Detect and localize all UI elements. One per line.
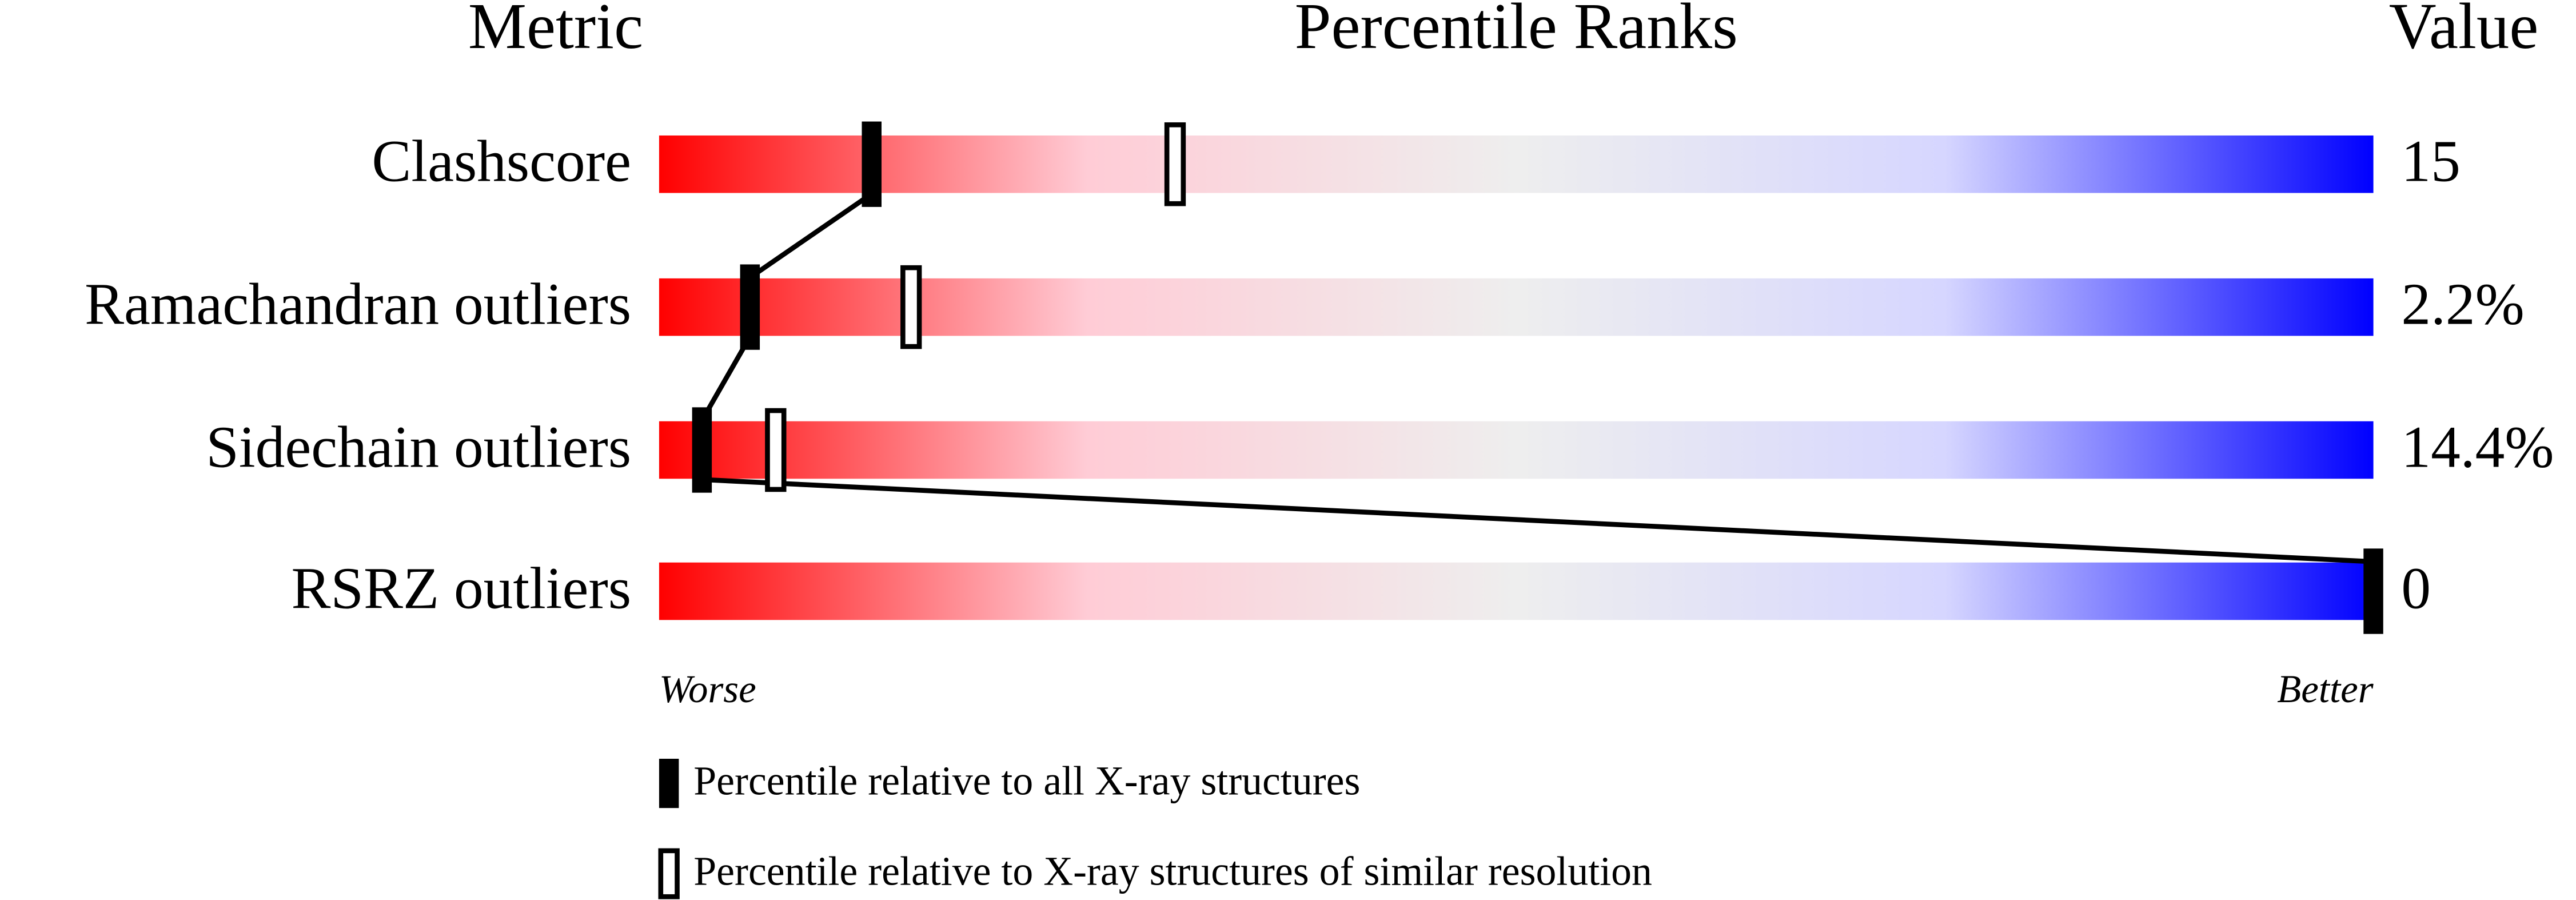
metric-label: Ramachandran outliers	[85, 272, 631, 337]
connector	[700, 335, 752, 422]
marker-all	[740, 264, 760, 350]
percentile-bar	[659, 421, 2374, 479]
header: Value	[2389, 0, 2539, 62]
legend-label: Percentile relative to X-ray structures …	[693, 848, 1652, 894]
metric-value: 0	[2401, 556, 2431, 621]
marker-all	[692, 407, 712, 493]
connector	[701, 477, 2374, 564]
metric-label: RSRZ outliers	[292, 556, 632, 621]
percentile-bar	[659, 278, 2374, 336]
metric-label: Sidechain outliers	[206, 415, 631, 480]
legend-swatch	[659, 758, 679, 809]
metric-value: 14.4%	[2401, 415, 2554, 480]
better-label: Better	[2277, 667, 2374, 711]
marker-similar	[1164, 122, 1186, 206]
metric-label: Clashscore	[372, 129, 631, 194]
connector	[748, 192, 874, 280]
marker-similar	[765, 408, 787, 492]
metric-value: 15	[2401, 129, 2460, 194]
header: Percentile Ranks	[1295, 0, 1738, 62]
header: Metric	[468, 0, 643, 62]
metric-value: 2.2%	[2401, 272, 2524, 337]
marker-all	[862, 121, 882, 207]
legend-label: Percentile relative to all X-ray structu…	[693, 758, 1360, 803]
marker-all	[2363, 548, 2383, 634]
legend-swatch	[658, 848, 680, 899]
worse-label: Worse	[659, 667, 756, 711]
percentile-bar	[659, 562, 2374, 620]
percentile-bar	[659, 135, 2374, 193]
marker-similar	[900, 265, 922, 349]
